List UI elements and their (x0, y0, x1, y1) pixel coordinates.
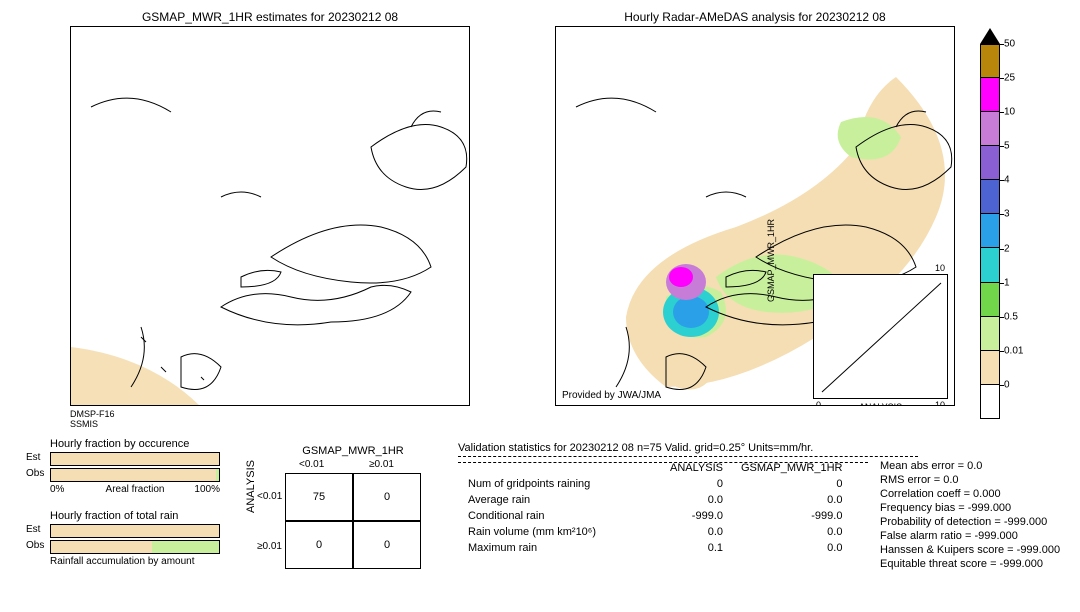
occ-xleft: 0% (50, 484, 64, 495)
ct-col0: <0.01 (299, 459, 324, 470)
colorbar-seg (980, 317, 1000, 351)
validation-stat: Equitable threat score = -999.000 (880, 558, 1080, 570)
occurrence-bars: Hourly fraction by occurence EstObs 0% A… (50, 438, 220, 496)
hbar (50, 540, 220, 554)
val-col1: ANALYSIS (662, 461, 731, 475)
validation-stat: RMS error = 0.0 (880, 474, 1080, 486)
map-credit: Provided by JWA/JMA (562, 390, 661, 401)
inset-xmin: 0 (816, 400, 821, 406)
colorbar-label: 4 (1004, 175, 1010, 186)
colorbar-label: 50 (1004, 39, 1015, 50)
colorbar-label: 0 (1004, 379, 1010, 390)
validation-row: Num of gridpoints raining00 (460, 477, 850, 491)
root-container: GSMAP_MWR_1HR estimates for 20230212 08 (0, 0, 1080, 612)
colorbar-seg (980, 112, 1000, 146)
hbar (50, 524, 220, 538)
hbar-label: Obs (26, 468, 44, 479)
validation-stat: Probability of detection = -999.000 (880, 516, 1080, 528)
validation-row: Conditional rain-999.0-999.0 (460, 509, 850, 523)
colorbar-seg (980, 351, 1000, 385)
colorbar-label: 2 (1004, 243, 1010, 254)
colorbar-label: 3 (1004, 209, 1010, 220)
val-col2: GSMAP_MWR_1HR (733, 461, 850, 475)
colorbar-seg (980, 248, 1000, 282)
occurrence-title: Hourly fraction by occurence (50, 438, 220, 450)
validation-stat: False alarm ratio = -999.000 (880, 530, 1080, 542)
inset-xmax: 10 (935, 400, 945, 406)
right-map-title: Hourly Radar-AMeDAS analysis for 2023021… (555, 10, 955, 24)
colorbar: 502510543210.50.010 (980, 28, 1000, 419)
hbar-label: Est (26, 452, 40, 463)
colorbar-seg (980, 283, 1000, 317)
ct-row0: <0.01 (257, 491, 282, 502)
validation-stat: Mean abs error = 0.0 (880, 460, 1080, 472)
validation-stat: Correlation coeff = 0.000 (880, 488, 1080, 500)
right-map-panel: Hourly Radar-AMeDAS analysis for 2023021… (555, 10, 955, 406)
ct-cell-00: 75 (285, 473, 353, 521)
colorbar-label: 5 (1004, 141, 1010, 152)
ct-colheader: GSMAP_MWR_1HR (283, 445, 423, 457)
inset-ylabel: GSMAP_MWR_1HR (766, 218, 776, 301)
hbar (50, 468, 220, 482)
validation-row: Average rain0.00.0 (460, 493, 850, 507)
ct-cell-11: 0 (353, 521, 421, 569)
ct-rowheader: ANALYSIS (245, 460, 257, 513)
hbar-label: Obs (26, 540, 44, 551)
colorbar-label: 10 (1004, 107, 1015, 118)
inset-xlabel: ANALYSIS (814, 402, 947, 406)
colorbar-label: 25 (1004, 73, 1015, 84)
colorbar-seg (980, 78, 1000, 112)
validation-stat: Hanssen & Kuipers score = -999.000 (880, 544, 1080, 556)
right-map-box: 45°N 40°N 35°N 30°N 25°N 125°E 130°E 135… (555, 26, 955, 406)
totalrain-bars: Hourly fraction of total rain EstObs Rai… (50, 510, 220, 567)
colorbar-label: 0.01 (1004, 345, 1023, 356)
totalrain-footer: Rainfall accumulation by amount (50, 556, 220, 567)
validation-row: Rain volume (mm km²10⁶)0.00.0 (460, 525, 850, 539)
validation-right: Mean abs error = 0.0 RMS error = 0.0 Corre… (880, 460, 1080, 572)
left-map-panel: GSMAP_MWR_1HR estimates for 20230212 08 (70, 10, 470, 406)
validation-table: Validation statistics for 20230212 08 n=… (458, 442, 918, 557)
ct-cell-10: 0 (285, 521, 353, 569)
totalrain-title: Hourly fraction of total rain (50, 510, 220, 522)
colorbar-label: 0.5 (1004, 311, 1018, 322)
occ-xlabel: Areal fraction (106, 484, 165, 495)
colorbar-seg (980, 214, 1000, 248)
source-label-1: DMSP-F16 SSMIS (70, 410, 115, 430)
ct-cell-01: 0 (353, 473, 421, 521)
colorbar-label: 1 (1004, 277, 1010, 288)
ct-row1: ≥0.01 (257, 541, 282, 552)
hbar-label: Est (26, 524, 40, 535)
contingency-table: GSMAP_MWR_1HR ANALYSIS <0.01 ≥0.01 <0.01… (255, 445, 425, 579)
occ-xright: 100% (194, 484, 220, 495)
colorbar-seg (980, 180, 1000, 214)
validation-row: Maximum rain0.10.0 (460, 541, 850, 555)
scatter-inset: GSMAP_MWR_1HR ANALYSIS 10 10 0 (813, 274, 948, 399)
validation-stat: Frequency bias = -999.000 (880, 502, 1080, 514)
colorbar-seg (980, 44, 1000, 78)
left-map-title: GSMAP_MWR_1HR estimates for 20230212 08 (70, 10, 470, 24)
left-map-box: 45°N 40°N 35°N 30°N 25°N 125°E 130°E 135… (70, 26, 470, 406)
inset-ymax: 10 (935, 263, 945, 273)
ct-col1: ≥0.01 (369, 459, 394, 470)
hbar (50, 452, 220, 466)
colorbar-seg (980, 146, 1000, 180)
colorbar-seg (980, 385, 1000, 419)
validation-header: Validation statistics for 20230212 08 n=… (458, 442, 918, 454)
